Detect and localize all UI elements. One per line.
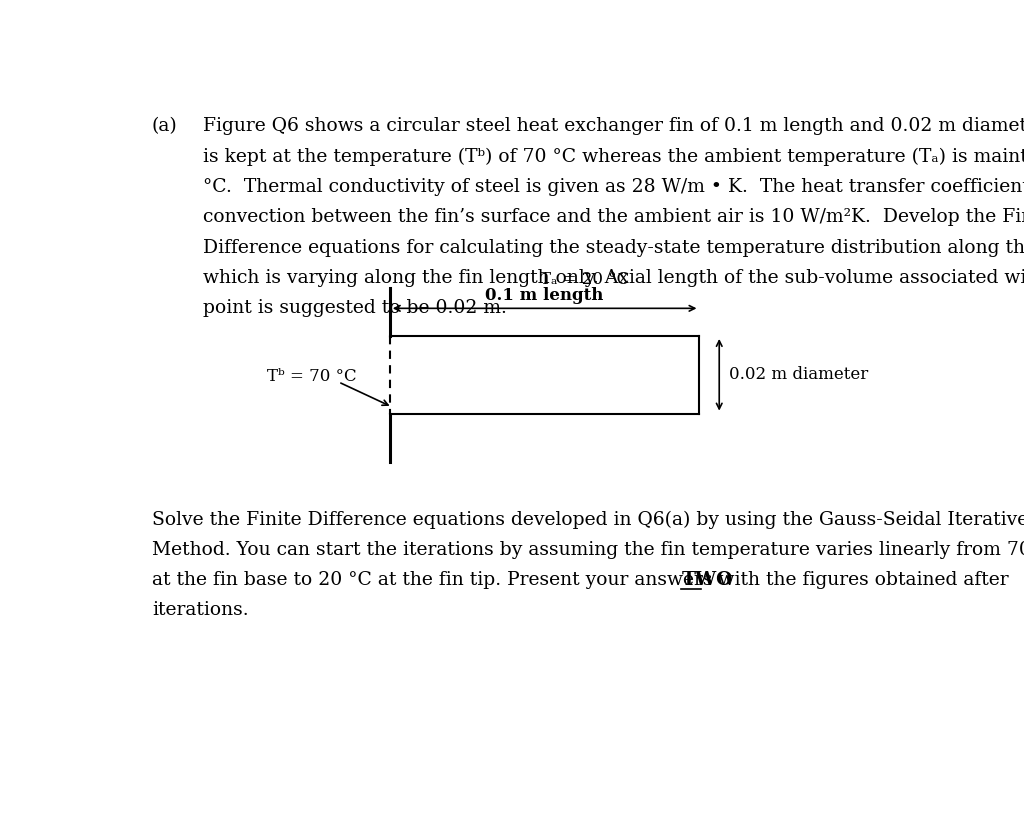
Text: at the fin base to 20 °C at the fin tip. Present your answers with the figures o: at the fin base to 20 °C at the fin tip.… bbox=[152, 571, 1015, 589]
Text: Tₐ = 20 °C: Tₐ = 20 °C bbox=[540, 271, 629, 287]
Text: Tᵇ = 70 °C: Tᵇ = 70 °C bbox=[267, 368, 356, 385]
Text: Difference equations for calculating the steady-state temperature distribution a: Difference equations for calculating the… bbox=[204, 239, 1024, 256]
Text: Method. You can start the iterations by assuming the fin temperature varies line: Method. You can start the iterations by … bbox=[152, 541, 1024, 559]
Text: iterations.: iterations. bbox=[152, 602, 249, 619]
Text: TWO: TWO bbox=[681, 571, 733, 589]
Text: is kept at the temperature (Tᵇ) of 70 °C whereas the ambient temperature (Tₐ) is: is kept at the temperature (Tᵇ) of 70 °C… bbox=[204, 147, 1024, 166]
Text: Figure Q6 shows a circular steel heat exchanger fin of 0.1 m length and 0.02 m d: Figure Q6 shows a circular steel heat ex… bbox=[204, 117, 1024, 135]
Text: °C.  Thermal conductivity of steel is given as 28 W/m • K.  The heat transfer co: °C. Thermal conductivity of steel is giv… bbox=[204, 178, 1024, 196]
Text: point is suggested to be 0.02 m.: point is suggested to be 0.02 m. bbox=[204, 299, 507, 318]
Text: which is varying along the fin length only. Axial length of the sub-volume assoc: which is varying along the fin length on… bbox=[204, 269, 1024, 287]
Text: Solve the Finite Difference equations developed in Q6(a) by using the Gauss-Seid: Solve the Finite Difference equations de… bbox=[152, 510, 1024, 529]
Text: 0.1 m length: 0.1 m length bbox=[485, 287, 604, 304]
Text: convection between the fin’s surface and the ambient air is 10 W/m²K.  Develop t: convection between the fin’s surface and… bbox=[204, 209, 1024, 226]
Text: 0.02 m diameter: 0.02 m diameter bbox=[729, 366, 868, 383]
Text: (a): (a) bbox=[152, 117, 177, 135]
